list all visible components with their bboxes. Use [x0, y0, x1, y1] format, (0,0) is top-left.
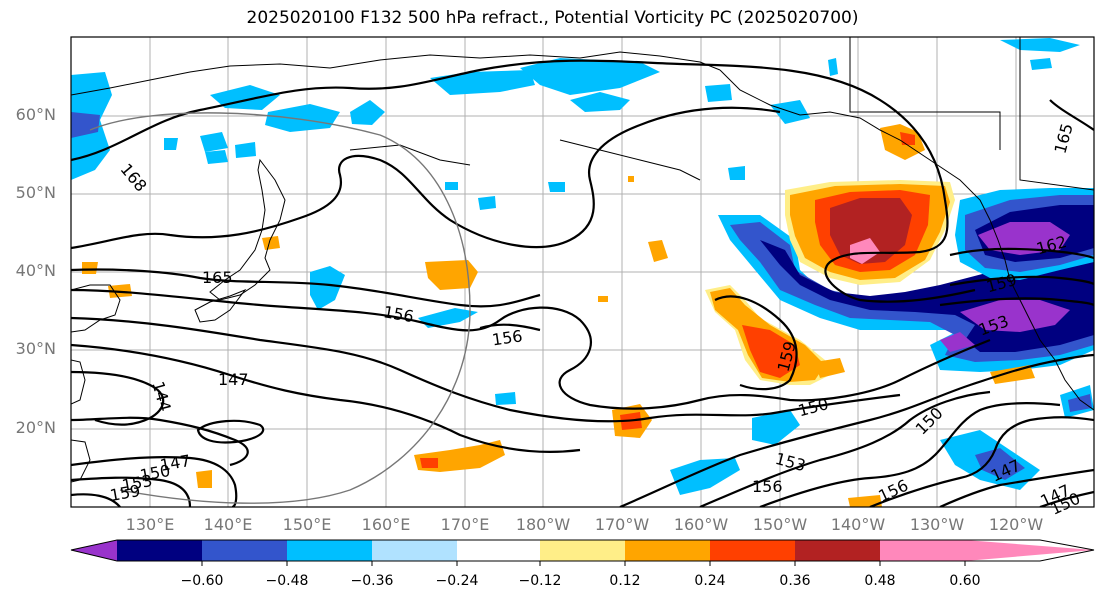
lon-tick-label: 140°E [203, 515, 253, 534]
contour-label: 150 [796, 394, 830, 420]
contour-label: 156 [382, 302, 415, 326]
colorbar-extend-high [965, 540, 1094, 561]
colorbar-segment [880, 540, 965, 561]
colorbar-segment [795, 540, 880, 561]
colorbar-segment [287, 540, 372, 561]
contour-label: 165 [1050, 121, 1076, 155]
map-title: 2025020100 F132 500 hPa refract., Potent… [246, 8, 859, 28]
lon-tick-label: 150°W [752, 515, 808, 534]
lon-tick-label: 180°W [515, 515, 571, 534]
lat-tick-label: 30°N [15, 339, 56, 358]
colorbar-segment [372, 540, 457, 561]
lat-tick-label: 20°N [15, 418, 56, 437]
colorbar-segment [457, 540, 540, 561]
contour-label: 156 [491, 326, 524, 349]
lon-tick-label: 130°E [125, 515, 175, 534]
contour-label: 168 [117, 160, 151, 196]
colorbar-label: −0.24 [435, 573, 479, 589]
colorbar-label: −0.36 [350, 573, 394, 589]
lon-tick-label: 170°E [440, 515, 490, 534]
colorbar-label: −0.12 [518, 573, 562, 589]
lon-tick-label: 160°W [673, 515, 729, 534]
colorbar-label: 0.36 [779, 573, 811, 589]
contour-label: 159 [108, 481, 141, 505]
lon-tick-label: 170°W [594, 515, 650, 534]
colorbar-label: −0.48 [265, 573, 309, 589]
colorbar-segment [710, 540, 795, 561]
lat-tick-label: 50°N [15, 183, 56, 202]
colorbar-segment [540, 540, 625, 561]
contour-label: 156 [875, 476, 911, 506]
colorbar-outline [70, 539, 1095, 562]
pv-positive-anomalies [82, 124, 1035, 507]
height-contours [71, 59, 1094, 507]
map-frame [70, 36, 1095, 508]
colorbar-label: 0.12 [609, 573, 641, 589]
colorbar-label: 0.24 [694, 573, 726, 589]
map-plot-area [71, 37, 1094, 507]
contour-label: 153 [773, 449, 807, 475]
pv-negative-anomalies [71, 38, 1094, 495]
lat-tick-label: 40°N [15, 261, 56, 280]
lon-tick-label: 120°W [988, 515, 1044, 534]
colorbar-label: 0.48 [864, 573, 896, 589]
colorbar-extend-low [71, 540, 117, 561]
colorbar-label: −0.60 [180, 573, 224, 589]
contour-label: 150 [912, 403, 947, 438]
lon-tick-label: 130°W [909, 515, 965, 534]
colorbar-label: 0.60 [949, 573, 981, 589]
lat-tick-label: 60°N [15, 105, 56, 124]
contour-label: 147 [218, 370, 249, 389]
colorbar-segment [625, 540, 710, 561]
coastlines [71, 37, 1094, 483]
lon-tick-label: 140°W [830, 515, 886, 534]
colorbar-segment [117, 540, 202, 561]
colorbar [70, 539, 1095, 566]
lon-tick-label: 160°E [361, 515, 411, 534]
contour-label: 156 [752, 477, 783, 496]
lon-tick-label: 150°E [282, 515, 332, 534]
colorbar-segment [202, 540, 287, 561]
projection-circle [89, 112, 471, 504]
contour-label: 144 [148, 379, 174, 413]
contour-label: 165 [202, 268, 233, 287]
